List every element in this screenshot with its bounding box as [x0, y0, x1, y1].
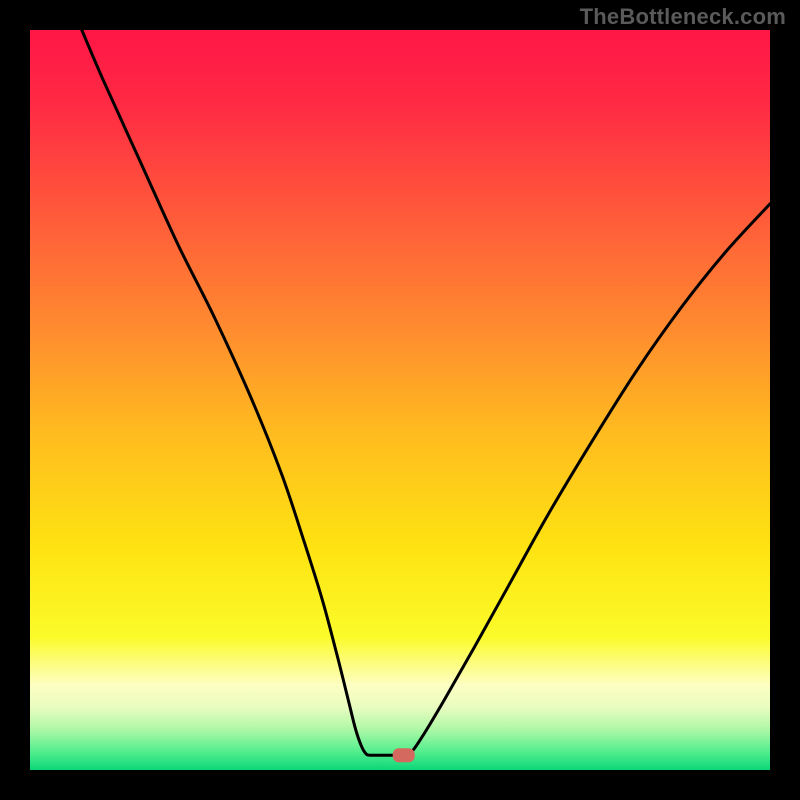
chart-container: TheBottleneck.com: [0, 0, 800, 800]
bottleneck-chart: [0, 0, 800, 800]
plot-background: [30, 30, 770, 770]
optimal-marker: [393, 748, 415, 762]
watermark-text: TheBottleneck.com: [580, 4, 786, 30]
